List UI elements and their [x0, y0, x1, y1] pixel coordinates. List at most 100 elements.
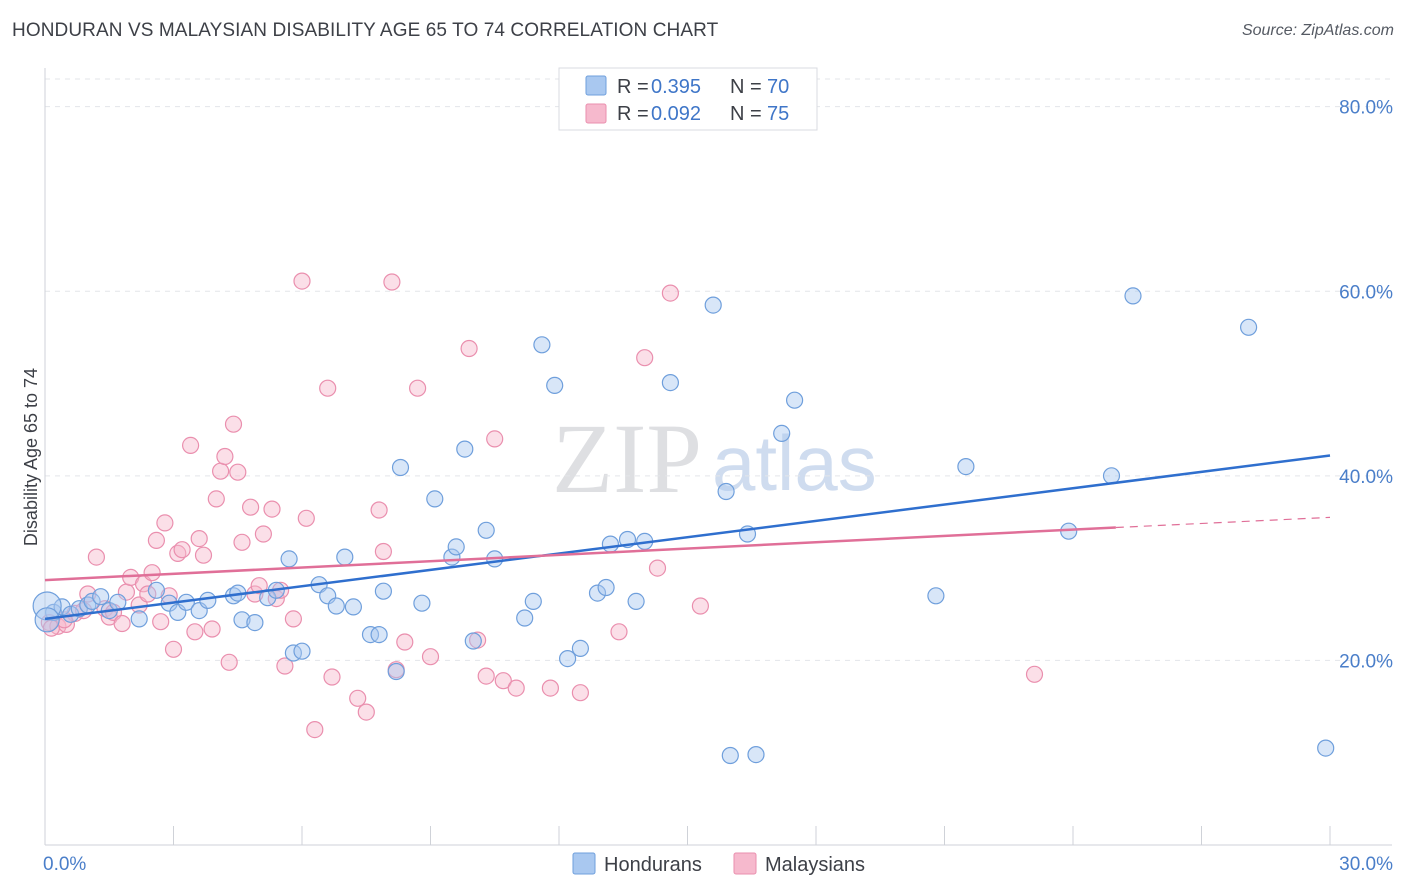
- legend-malaysians-r-value: 0.092: [651, 103, 701, 125]
- malaysians-point-59: [460, 339, 478, 358]
- malaysians-point-30: [212, 462, 230, 480]
- y-tick-label-20: 20.0%: [1339, 651, 1393, 672]
- malaysians-point-67: [610, 623, 628, 641]
- malaysians-point-26: [190, 529, 208, 548]
- malaysians-point-39: [254, 525, 272, 543]
- legend-top: R = 0.395 N = 70 R = 0.092 N = 75: [558, 67, 818, 131]
- malaysians-point-71: [691, 597, 710, 615]
- malaysians-point-68: [636, 349, 654, 367]
- malaysians-point-66: [571, 684, 590, 702]
- malaysians-point-44: [284, 610, 302, 628]
- hondurans-point-45: [533, 336, 551, 354]
- malaysians-point-17: [147, 531, 165, 550]
- legend-bottom-hondurans-label: Hondurans: [604, 854, 702, 876]
- legend-hondurans-r-value: 0.395: [651, 76, 701, 98]
- hondurans-point-67: [1124, 287, 1142, 305]
- trend-lines: [44, 454, 1331, 621]
- hondurans-point-48: [571, 639, 590, 658]
- hondurans-cluster-point: [32, 591, 62, 621]
- hondurans-point-64: [957, 458, 975, 476]
- legend-hondurans-swatch: [585, 75, 607, 96]
- malaysians-point-18: [152, 613, 170, 631]
- malaysians-point-54: [383, 273, 401, 291]
- legend-malaysians-swatch: [585, 103, 607, 124]
- hondurans-point-33: [387, 662, 405, 681]
- malaysians-point-47: [306, 720, 324, 739]
- legend-malaysians-r-label: R =: [617, 103, 649, 125]
- malaysians-point-53: [374, 542, 392, 561]
- malaysians-point-38: [250, 577, 268, 595]
- malaysians-point-70: [661, 284, 680, 302]
- malaysians-point-32: [220, 653, 238, 671]
- malaysians-point-23: [173, 541, 191, 559]
- legend-bottom-hondurans-swatch: [572, 852, 596, 875]
- malaysians-point-25: [186, 623, 204, 641]
- hondurans-point-60: [747, 745, 765, 764]
- hondurans-point-50: [597, 578, 615, 597]
- legend-malaysians-n-value: 75: [767, 103, 789, 125]
- hondurans-point-35: [413, 594, 431, 612]
- hondurans-point-63: [927, 587, 945, 605]
- hondurans-point-34: [391, 458, 410, 477]
- hondurans-point-28: [336, 548, 354, 566]
- malaysians-point-34: [229, 463, 247, 481]
- malaysians-point-6: [87, 548, 106, 566]
- legend-bottom-malaysians-label: Malaysians: [765, 854, 865, 876]
- hondurans-point-27: [327, 597, 345, 615]
- hondurans-point-10: [147, 581, 165, 599]
- hondurans-point-47: [558, 649, 577, 668]
- x-tick-label-min: 0.0%: [43, 854, 86, 875]
- malaysians-point-49: [323, 668, 341, 686]
- malaysians-point-57: [409, 379, 427, 397]
- gridlines: [45, 78, 1392, 661]
- malaysians-point-10: [113, 614, 131, 633]
- hondurans-point-19: [246, 613, 264, 632]
- hondurans-point-24: [293, 642, 311, 660]
- hondurans-point-18: [233, 611, 251, 629]
- watermark: ZIP atlas: [552, 403, 877, 514]
- hondurans-point-6: [92, 588, 110, 606]
- malaysians-point-50: [349, 689, 367, 707]
- hondurans-point-30: [361, 625, 380, 644]
- malaysians-point-56: [396, 633, 414, 651]
- hondurans-point-36: [426, 490, 444, 508]
- hondurans-point-58: [721, 746, 739, 765]
- y-tick-label-40: 40.0%: [1339, 467, 1393, 488]
- malaysians-point-61: [477, 667, 495, 685]
- legend-bottom: Hondurans Malaysians: [572, 852, 865, 876]
- malaysians-point-58: [421, 648, 440, 666]
- malaysians-point-21: [164, 640, 183, 658]
- hondurans-point-3: [70, 600, 88, 618]
- malaysians-point-15: [139, 585, 157, 603]
- watermark-atlas: atlas: [712, 419, 877, 507]
- malaysians-point-65: [541, 679, 560, 697]
- malaysians-trend-line: [44, 526, 1116, 582]
- hondurans-point-39: [456, 440, 474, 458]
- hondurans-point-43: [516, 609, 534, 627]
- legend-hondurans-r-label: R =: [617, 76, 649, 98]
- legend-bottom-malaysians-swatch: [733, 852, 757, 875]
- legend-malaysians-n-label: N =: [730, 103, 762, 125]
- malaysians-point-72: [1025, 665, 1044, 683]
- source-credit: Source: ZipAtlas.com: [1241, 22, 1394, 39]
- malaysians-point-69: [648, 559, 667, 577]
- hondurans-point-69: [1317, 739, 1335, 757]
- malaysians-points: [40, 272, 1044, 739]
- hondurans-point-15: [199, 591, 217, 610]
- malaysians-point-63: [494, 672, 512, 690]
- hondurans-point-32: [374, 582, 392, 600]
- hondurans-point-41: [477, 521, 495, 539]
- hondurans-point-51: [601, 535, 620, 553]
- hondurans-point-9: [130, 610, 148, 628]
- malaysians-point-46: [297, 509, 315, 527]
- malaysians-point-52: [370, 501, 388, 519]
- y-tick-label-60: 60.0%: [1339, 282, 1393, 303]
- watermark-zip: ZIP: [552, 403, 702, 514]
- y-tick-labels: 20.0% 40.0% 60.0% 80.0%: [1339, 98, 1393, 673]
- y-axis-title: Disability Age 65 to 74: [21, 368, 41, 546]
- malaysians-point-24: [182, 436, 200, 454]
- hondurans-point-62: [785, 391, 804, 409]
- chart-title: HONDURAN VS MALAYSIAN DISABILITY AGE 65 …: [12, 20, 719, 41]
- hondurans-point-49: [588, 584, 607, 602]
